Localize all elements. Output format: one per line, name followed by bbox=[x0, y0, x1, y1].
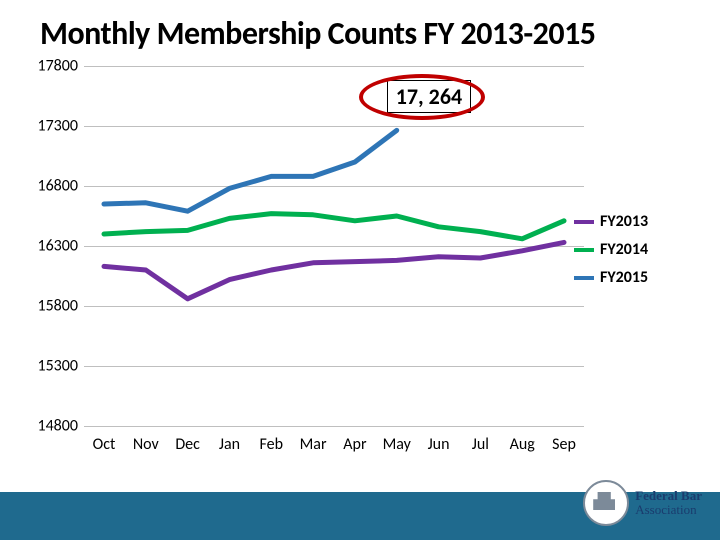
chart-legend: FY2013 FY2014 FY2015 bbox=[574, 210, 648, 294]
federal-bar-logo: Federal Bar Association bbox=[583, 480, 702, 526]
gridline bbox=[84, 426, 584, 427]
y-axis-label: 15800 bbox=[20, 297, 78, 316]
x-axis-label: Feb bbox=[260, 435, 283, 454]
x-axis-label: Oct bbox=[93, 435, 116, 454]
x-axis-label: Mar bbox=[300, 435, 327, 454]
legend-label: FY2014 bbox=[600, 238, 648, 262]
x-axis-label: Jan bbox=[219, 435, 240, 454]
y-axis-label: 14800 bbox=[20, 417, 78, 436]
x-axis-label: Apr bbox=[343, 435, 366, 454]
callout-highlight-oval bbox=[359, 74, 485, 120]
legend-swatch bbox=[574, 248, 594, 252]
x-axis-label: Sep bbox=[552, 435, 576, 454]
x-axis-label: Jul bbox=[472, 435, 489, 454]
legend-item: FY2014 bbox=[574, 238, 648, 262]
legend-swatch bbox=[574, 276, 594, 280]
legend-item: FY2015 bbox=[574, 266, 648, 290]
y-axis-label: 15300 bbox=[20, 357, 78, 376]
x-axis-label: May bbox=[383, 435, 411, 454]
logo-line2: Association bbox=[635, 503, 702, 517]
legend-label: FY2013 bbox=[600, 210, 648, 234]
y-axis-label: 17800 bbox=[20, 57, 78, 76]
logo-line1: Federal Bar bbox=[635, 489, 702, 503]
page-title: Monthly Membership Counts FY 2013-2015 bbox=[40, 14, 596, 53]
legend-label: FY2015 bbox=[600, 266, 648, 290]
x-axis-label: Jun bbox=[428, 435, 450, 454]
x-axis-label: Dec bbox=[175, 435, 200, 454]
membership-chart: 14800153001580016300168001730017800 OctN… bbox=[20, 66, 640, 466]
series-line-fy2013 bbox=[104, 242, 564, 298]
seal-icon bbox=[583, 480, 629, 526]
y-axis-label: 17300 bbox=[20, 117, 78, 136]
legend-swatch bbox=[574, 220, 594, 224]
x-axis-label: Aug bbox=[510, 435, 535, 454]
plot-area: OctNovDecJanFebMarAprMayJunJulAugSep 17,… bbox=[84, 66, 584, 426]
series-line-fy2015 bbox=[104, 130, 397, 211]
legend-item: FY2013 bbox=[574, 210, 648, 234]
series-line-fy2014 bbox=[104, 214, 564, 239]
y-axis-label: 16800 bbox=[20, 177, 78, 196]
y-axis-label: 16300 bbox=[20, 237, 78, 256]
x-axis-label: Nov bbox=[133, 435, 159, 454]
